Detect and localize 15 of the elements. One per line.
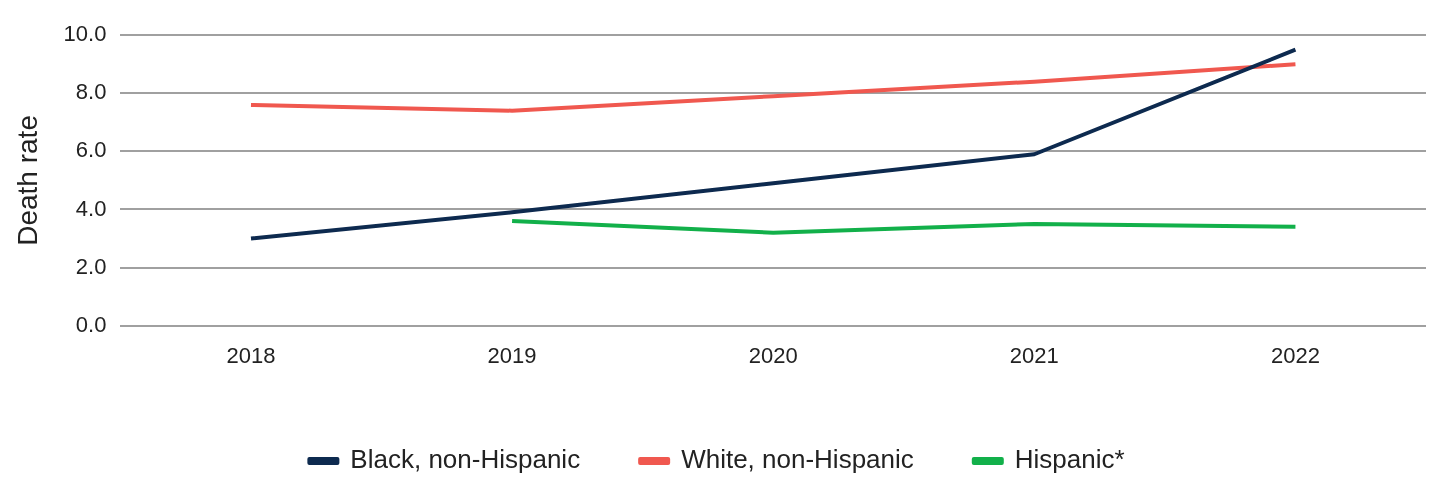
x-tick-label: 2019 [487, 342, 537, 368]
legend-label: White, non-Hispanic [681, 444, 914, 475]
y-tick-label: 4.0 [75, 195, 107, 221]
legend-label: Hispanic* [1014, 444, 1125, 475]
x-tick-label: 2018 [226, 342, 276, 368]
x-tick-label: 2021 [1009, 342, 1059, 368]
y-axis-title: Death rate [11, 115, 43, 246]
y-tick-label: 0.0 [75, 311, 107, 337]
y-tick-label: 8.0 [75, 79, 107, 105]
x-tick-label: 2020 [748, 342, 798, 368]
legend-label: Black, non-Hispanic [350, 444, 581, 475]
y-tick-label: 2.0 [75, 253, 107, 279]
y-tick-label: 6.0 [75, 137, 107, 163]
x-tick-label: 2022 [1270, 342, 1320, 368]
y-tick-label: 10.0 [63, 21, 107, 47]
